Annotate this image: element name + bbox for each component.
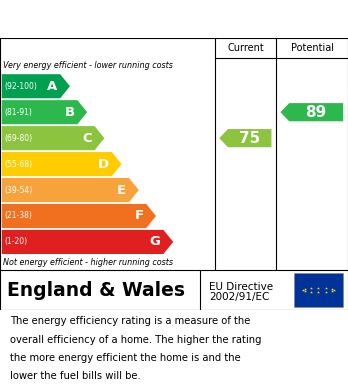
Polygon shape (2, 178, 139, 202)
Polygon shape (2, 152, 121, 176)
Text: (81-91): (81-91) (4, 108, 32, 117)
Text: England & Wales: England & Wales (7, 280, 185, 300)
Text: Energy Efficiency Rating: Energy Efficiency Rating (9, 11, 230, 27)
Polygon shape (2, 100, 87, 124)
Text: Potential: Potential (291, 43, 334, 53)
Text: overall efficiency of a home. The higher the rating: overall efficiency of a home. The higher… (10, 335, 262, 345)
Polygon shape (2, 74, 70, 98)
Text: the more energy efficient the home is and the: the more energy efficient the home is an… (10, 353, 241, 363)
Text: (39-54): (39-54) (4, 186, 32, 195)
Text: 75: 75 (238, 131, 260, 145)
Text: E: E (117, 183, 126, 197)
Text: 2002/91/EC: 2002/91/EC (209, 292, 269, 302)
Text: EU Directive: EU Directive (209, 282, 273, 292)
Text: D: D (98, 158, 109, 170)
Text: lower the fuel bills will be.: lower the fuel bills will be. (10, 371, 141, 381)
Text: Very energy efficient - lower running costs: Very energy efficient - lower running co… (3, 61, 173, 70)
Text: (1-20): (1-20) (4, 237, 27, 246)
Text: 89: 89 (305, 105, 326, 120)
Bar (294, 273, 343, 307)
Text: G: G (150, 235, 161, 248)
Text: (92-100): (92-100) (4, 82, 37, 91)
Text: (69-80): (69-80) (4, 134, 32, 143)
Polygon shape (280, 103, 343, 121)
Text: (21-38): (21-38) (4, 212, 32, 221)
Text: C: C (82, 132, 92, 145)
Polygon shape (2, 204, 156, 228)
Polygon shape (2, 230, 173, 254)
Text: Current: Current (227, 43, 264, 53)
Text: F: F (134, 210, 143, 222)
Text: The energy efficiency rating is a measure of the: The energy efficiency rating is a measur… (10, 316, 251, 326)
Text: B: B (64, 106, 74, 119)
Polygon shape (2, 126, 104, 150)
Text: (55-68): (55-68) (4, 160, 32, 169)
Text: A: A (47, 80, 57, 93)
Text: Not energy efficient - higher running costs: Not energy efficient - higher running co… (3, 258, 173, 267)
Polygon shape (219, 129, 271, 147)
